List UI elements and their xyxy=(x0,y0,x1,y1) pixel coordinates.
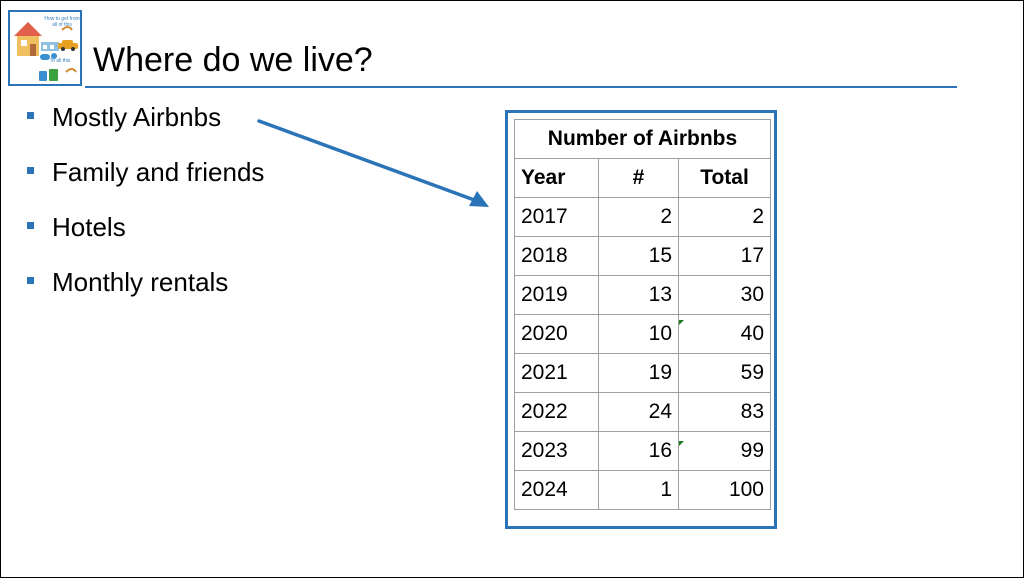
table-row: 2022 24 83 xyxy=(514,392,771,432)
cell-count: 13 xyxy=(598,275,679,315)
bullet-text: Family and friends xyxy=(52,157,265,187)
table-row: 2019 13 30 xyxy=(514,275,771,315)
table-header-row: Year # Total xyxy=(514,158,771,198)
bullet-text: Monthly rentals xyxy=(52,267,229,297)
table-caption: Number of Airbnbs xyxy=(514,119,771,159)
cell-year: 2023 xyxy=(514,431,599,471)
table-row: 2024 1 100 xyxy=(514,470,771,510)
bullet-text: Mostly Airbnbs xyxy=(52,102,222,132)
bullet-text: Hotels xyxy=(52,212,126,242)
bullet-marker xyxy=(27,277,34,284)
luggage-icon xyxy=(39,69,58,81)
cell-total: 99 xyxy=(678,431,771,471)
logo-collage: How to get from all of this To all this xyxy=(8,10,82,86)
header-year: Year xyxy=(514,158,599,198)
cell-total: 59 xyxy=(678,353,771,393)
cell-total: 30 xyxy=(678,275,771,315)
title-underline xyxy=(85,86,957,88)
cell-count: 2 xyxy=(598,197,679,237)
table-row: 2021 19 59 xyxy=(514,353,771,393)
bullet-item: Mostly Airbnbs xyxy=(25,99,264,154)
bullet-marker xyxy=(27,112,34,119)
cell-count: 24 xyxy=(598,392,679,432)
bullet-item: Monthly rentals xyxy=(25,264,264,319)
slide-title: Where do we live? xyxy=(93,41,373,79)
cell-total: 17 xyxy=(678,236,771,276)
bullet-marker xyxy=(27,167,34,174)
logo-caption-top: How to get from all of this xyxy=(44,16,80,28)
cell-total: 40 xyxy=(678,314,771,354)
table-caption-row: Number of Airbnbs xyxy=(514,119,771,159)
cell-marker-triangle xyxy=(679,320,684,325)
house-icon xyxy=(14,22,77,73)
cell-year: 2024 xyxy=(514,470,599,510)
cell-year: 2017 xyxy=(514,197,599,237)
cell-total: 2 xyxy=(678,197,771,237)
airbnb-count-table: Number of Airbnbs Year # Total 2017 2 2 … xyxy=(514,119,771,510)
bullet-item: Family and friends xyxy=(25,154,264,209)
cell-year: 2022 xyxy=(514,392,599,432)
cell-count: 19 xyxy=(598,353,679,393)
table-row: 2017 2 2 xyxy=(514,197,771,237)
cell-count: 1 xyxy=(598,470,679,510)
arrow-icon xyxy=(257,119,489,207)
cell-count: 10 xyxy=(598,314,679,354)
cell-year: 2019 xyxy=(514,275,599,315)
table-row: 2020 10 40 xyxy=(514,314,771,354)
cell-year: 2018 xyxy=(514,236,599,276)
logo-caption-bottom: To all this xyxy=(49,58,71,64)
cell-marker-triangle xyxy=(679,441,684,446)
bullet-marker xyxy=(27,222,34,229)
cell-year: 2020 xyxy=(514,314,599,354)
car-icon xyxy=(58,40,78,51)
cell-total: 100 xyxy=(678,470,771,510)
table-row: 2023 16 99 xyxy=(514,431,771,471)
bullet-item: Hotels xyxy=(25,209,264,264)
cell-total: 83 xyxy=(678,392,771,432)
airbnb-table-frame: Number of Airbnbs Year # Total 2017 2 2 … xyxy=(505,110,777,529)
header-total: Total xyxy=(678,158,771,198)
header-count: # xyxy=(598,158,679,198)
cell-count: 15 xyxy=(598,236,679,276)
bullet-list: Mostly Airbnbs Family and friends Hotels… xyxy=(25,99,264,319)
cell-year: 2021 xyxy=(514,353,599,393)
cell-count: 16 xyxy=(598,431,679,471)
table-row: 2018 15 17 xyxy=(514,236,771,276)
